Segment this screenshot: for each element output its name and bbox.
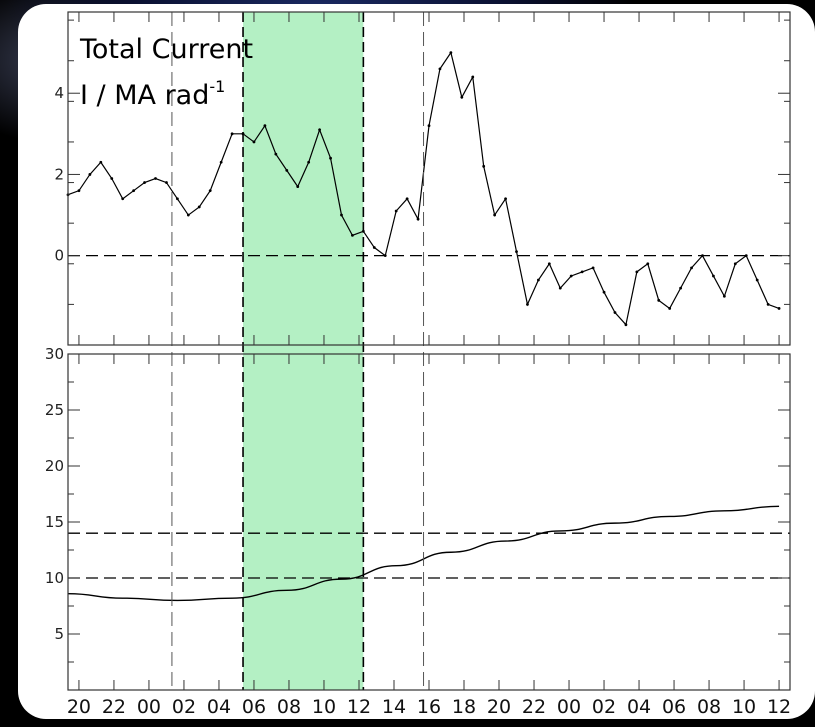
- bottom-ytick-label-4: 25: [45, 401, 64, 419]
- current-point-61: [733, 262, 737, 266]
- current-point-26: [351, 233, 354, 237]
- current-point-52: [635, 270, 639, 274]
- xtick-label-3: 02: [172, 696, 196, 718]
- current-point-19: [274, 152, 278, 156]
- current-point-5: [121, 197, 125, 201]
- current-point-22: [307, 160, 311, 164]
- xtick-label-16: 04: [627, 696, 651, 718]
- current-point-37: [471, 75, 475, 79]
- current-point-6: [132, 189, 136, 193]
- current-point-8: [154, 177, 157, 180]
- current-point-51: [624, 323, 628, 327]
- current-point-33: [427, 124, 431, 128]
- xtick-label-13: 22: [522, 696, 546, 718]
- current-point-57: [690, 266, 693, 270]
- current-point-43: [536, 278, 540, 282]
- current-point-45: [558, 286, 562, 290]
- xtick-label-6: 08: [277, 696, 301, 718]
- current-point-14: [219, 160, 223, 164]
- current-point-64: [766, 302, 770, 306]
- current-point-20: [285, 168, 289, 172]
- current-point-47: [580, 270, 584, 274]
- current-point-38: [482, 164, 486, 168]
- xtick-label-14: 00: [557, 696, 581, 718]
- current-point-56: [679, 286, 683, 290]
- current-point-28: [372, 246, 376, 249]
- current-point-39: [493, 213, 497, 217]
- current-point-59: [712, 274, 715, 278]
- xtick-label-9: 14: [382, 696, 406, 718]
- current-point-7: [143, 181, 146, 184]
- current-point-65: [777, 307, 781, 310]
- xtick-label-7: 10: [312, 696, 336, 718]
- bottom-ytick-label-2: 15: [45, 513, 64, 531]
- xtick-label-17: 06: [662, 696, 686, 718]
- xtick-label-15: 02: [592, 696, 616, 718]
- current-point-60: [722, 294, 726, 298]
- current-point-54: [657, 298, 661, 302]
- current-point-44: [547, 262, 551, 266]
- current-point-13: [208, 189, 212, 193]
- current-point-53: [646, 262, 650, 266]
- xtick-label-20: 12: [767, 696, 791, 718]
- xtick-label-18: 08: [697, 696, 721, 718]
- current-point-50: [613, 311, 617, 314]
- bottom-ytick-label-1: 10: [45, 569, 64, 587]
- current-point-4: [110, 177, 114, 180]
- current-point-18: [263, 124, 267, 128]
- current-point-9: [165, 181, 168, 184]
- current-point-35: [449, 51, 453, 55]
- xtick-label-12: 20: [487, 696, 511, 718]
- panel-frame-1: [67, 353, 791, 691]
- current-point-12: [197, 205, 201, 209]
- current-point-36: [460, 95, 464, 99]
- xtick-label-1: 22: [102, 696, 126, 718]
- current-point-62: [744, 254, 748, 258]
- xtick-label-5: 06: [242, 696, 266, 718]
- xtick-label-19: 10: [732, 696, 756, 718]
- current-point-49: [602, 290, 606, 294]
- current-point-42: [526, 302, 529, 306]
- y-axis-label-main: I / MA rad: [80, 80, 209, 111]
- current-point-25: [340, 213, 343, 217]
- xtick-label-2: 00: [137, 696, 161, 718]
- current-point-40: [504, 197, 507, 201]
- y-axis-label-superscript: -1: [209, 77, 225, 96]
- current-point-23: [318, 128, 322, 132]
- top-ytick-label-2: 4: [54, 84, 64, 102]
- bottom-ytick-label-5: 30: [45, 345, 64, 363]
- current-point-32: [416, 217, 420, 221]
- top-ytick-label-1: 2: [54, 165, 64, 183]
- current-point-30: [394, 209, 398, 213]
- current-point-3: [99, 160, 103, 164]
- xtick-label-11: 18: [452, 696, 476, 718]
- top-ytick-label-0: 0: [54, 247, 64, 265]
- current-point-11: [186, 213, 190, 217]
- current-point-21: [296, 185, 300, 189]
- y-axis-label: I / MA rad-1: [80, 77, 225, 111]
- current-point-55: [668, 307, 672, 310]
- current-point-48: [591, 266, 595, 270]
- xtick-label-0: 20: [67, 696, 91, 718]
- xtick-label-4: 04: [207, 696, 231, 718]
- bottom-ytick-label-3: 20: [45, 457, 64, 475]
- current-point-15: [230, 132, 234, 136]
- bottom-ytick-label-0: 5: [54, 625, 64, 643]
- current-point-34: [438, 67, 442, 71]
- highlight-band: [243, 12, 364, 690]
- current-point-2: [88, 173, 92, 176]
- current-point-10: [175, 197, 179, 201]
- current-point-63: [755, 278, 759, 282]
- current-point-31: [405, 197, 409, 201]
- current-point-24: [329, 156, 332, 160]
- current-point-1: [77, 189, 81, 193]
- current-point-41: [515, 250, 518, 253]
- current-point-46: [569, 274, 573, 278]
- xtick-label-10: 16: [417, 696, 441, 718]
- chart-title: Total Current: [79, 34, 253, 65]
- xtick-label-8: 12: [347, 696, 371, 718]
- current-point-17: [252, 140, 256, 144]
